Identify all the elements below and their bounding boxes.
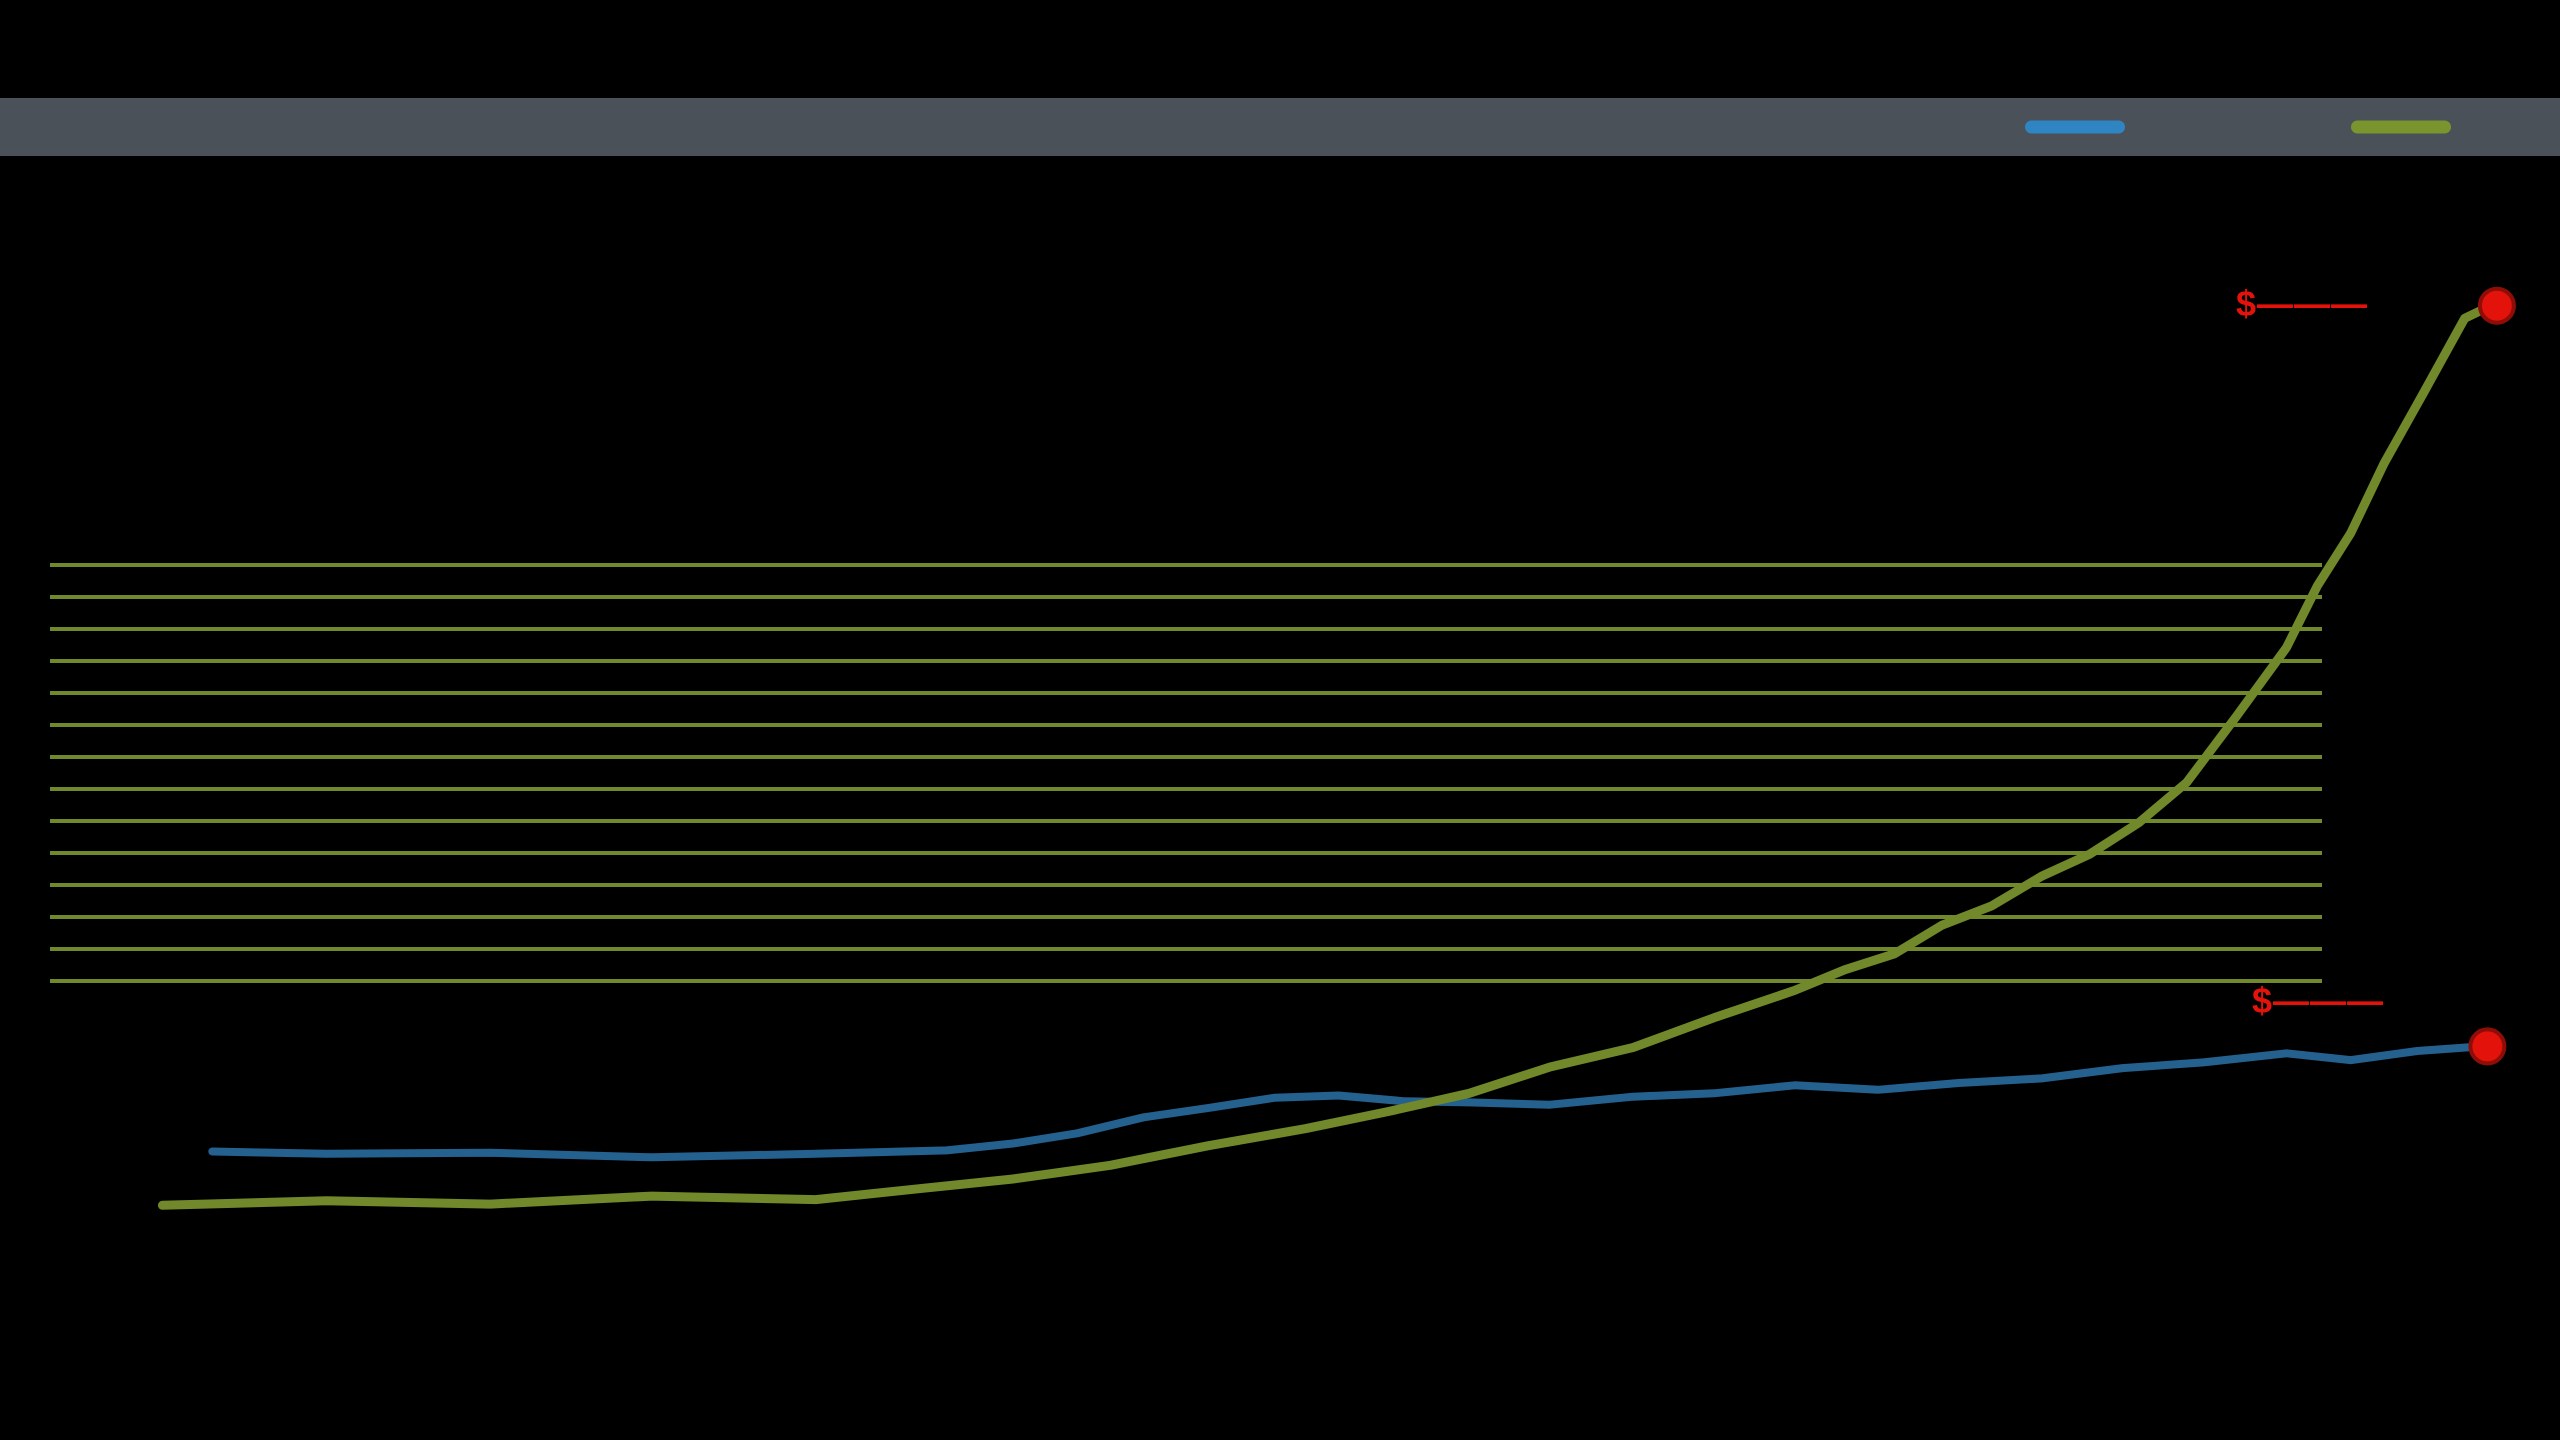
redacted-title-block [40, 20, 940, 80]
series-blue-end-marker [2468, 1027, 2507, 1066]
series-green-line [157, 301, 2496, 1210]
price-callout-blue: $——— [2252, 980, 2384, 1022]
legend-blue-swatch [2025, 120, 2125, 134]
price-callout-green-text: $——— [2235, 283, 2368, 324]
price-callout-blue-text: $——— [2251, 980, 2384, 1021]
series-green-end-marker [2477, 286, 2516, 325]
price-callout-green: $——— [2236, 283, 2368, 325]
chart-legend [0, 98, 2560, 156]
redacted-x-axis-labels [100, 1320, 2400, 1360]
series-blue-line [208, 1042, 2486, 1162]
redacted-paragraph-stripes [50, 563, 2322, 983]
legend-item-blue [2025, 120, 2139, 134]
legend-item-green [2351, 120, 2465, 134]
header-band [0, 98, 2560, 156]
legend-green-swatch [2351, 120, 2451, 134]
